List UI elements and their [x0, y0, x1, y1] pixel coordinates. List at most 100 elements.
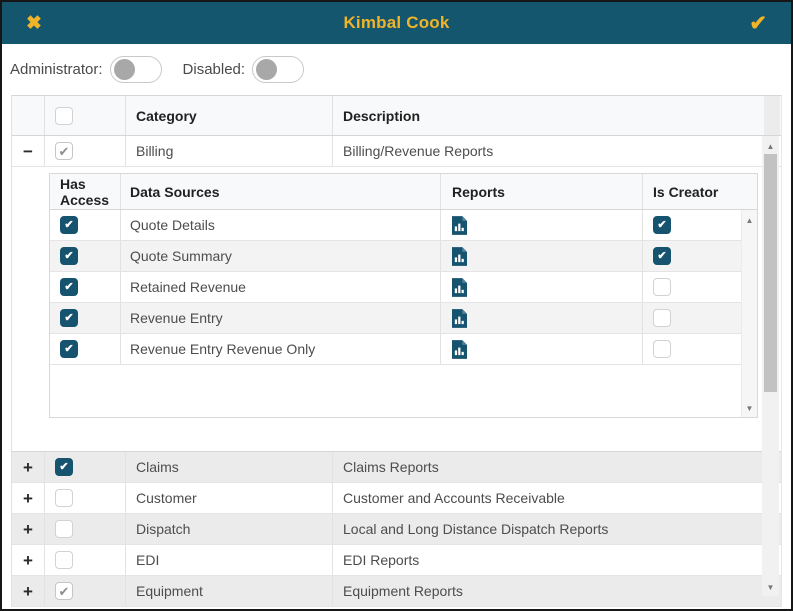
- is-creator-checkbox[interactable]: ✔: [653, 216, 671, 234]
- check-icon: ✔: [58, 143, 70, 159]
- scroll-down-button[interactable]: ▼: [742, 401, 757, 417]
- reports-column-header: Reports: [441, 174, 643, 209]
- detail-row: ✔ Retained Revenue ✔: [50, 272, 757, 303]
- expand-row-button[interactable]: +: [23, 581, 33, 601]
- check-icon: ✔: [657, 344, 666, 355]
- table-row-billing: − ✔ Billing Billing/Revenue Reports: [12, 136, 781, 167]
- administrator-toggle[interactable]: [109, 56, 162, 83]
- table-row-edi: + ✔ EDI EDI Reports: [12, 545, 781, 576]
- detail-row: ✔ Revenue Entry Revenue Only ✔: [50, 334, 757, 365]
- check-icon: ✔: [64, 311, 74, 324]
- report-icon[interactable]: [452, 277, 467, 297]
- expand-column-header: [12, 96, 45, 135]
- expand-row-button[interactable]: +: [23, 550, 33, 570]
- report-icon[interactable]: [452, 339, 467, 359]
- table-row-equipment: + ✔ Equipment Equipment Reports: [12, 576, 781, 607]
- check-icon: ✔: [59, 493, 68, 504]
- description-cell: Claims Reports: [343, 459, 439, 475]
- dialog-title: Kimbal Cook: [343, 13, 450, 32]
- detail-table: Has Access Data Sources Reports Is Creat…: [49, 173, 758, 418]
- data-source-cell: Retained Revenue: [121, 272, 441, 302]
- scrollbar-header-filler: [764, 96, 780, 135]
- close-button[interactable]: ✖: [2, 2, 62, 44]
- report-icon[interactable]: [452, 246, 467, 266]
- expand-row-button[interactable]: +: [23, 457, 33, 477]
- checkbox-column-header: ✔: [45, 96, 126, 135]
- is-creator-column-header: Is Creator: [653, 183, 719, 200]
- check-icon: ✔: [657, 282, 666, 293]
- check-icon: ✔: [657, 249, 667, 262]
- disabled-label: Disabled:: [182, 61, 246, 78]
- expand-row-button[interactable]: +: [23, 488, 33, 508]
- table-header-row: ✔ Category Description: [12, 96, 781, 136]
- check-icon: ✔: [59, 555, 68, 566]
- data-source-cell: Revenue Entry Revenue Only: [121, 334, 441, 364]
- scrollbar-thumb[interactable]: [764, 154, 777, 392]
- table-scrollbar[interactable]: ▲ ▼: [762, 136, 779, 596]
- user-flags-toolbar: Administrator: Disabled:: [2, 44, 791, 95]
- description-cell: Billing/Revenue Reports: [343, 143, 494, 159]
- has-access-checkbox[interactable]: ✔: [60, 340, 78, 358]
- row-checkbox[interactable]: ✔: [55, 489, 73, 507]
- category-cell: Customer: [126, 483, 333, 513]
- permissions-table: ✔ Category Description − ✔ Billing Billi…: [11, 95, 782, 607]
- check-icon: ✔: [59, 460, 69, 473]
- table-row-dispatch: + ✔ Dispatch Local and Long Distance Dis…: [12, 514, 781, 545]
- is-creator-checkbox[interactable]: ✔: [653, 309, 671, 327]
- category-cell: EDI: [126, 545, 333, 575]
- has-access-checkbox[interactable]: ✔: [60, 309, 78, 327]
- disabled-toggle[interactable]: [252, 56, 305, 83]
- check-icon: ✔: [64, 218, 74, 231]
- category-column-header: Category: [126, 96, 333, 135]
- detail-row: ✔ Quote Summary ✔: [50, 241, 757, 272]
- detail-header-row: Has Access Data Sources Reports Is Creat…: [50, 174, 757, 210]
- description-cell: Customer and Accounts Receivable: [343, 490, 565, 506]
- administrator-toggle-knob: [113, 59, 135, 80]
- expand-row-button[interactable]: +: [23, 519, 33, 539]
- select-all-checkbox[interactable]: ✔: [55, 106, 73, 125]
- data-source-cell: Quote Details: [121, 210, 441, 240]
- row-checkbox[interactable]: ✔: [55, 582, 73, 600]
- has-access-checkbox[interactable]: ✔: [60, 247, 78, 265]
- check-icon: ✔: [657, 218, 667, 231]
- has-access-checkbox[interactable]: ✔: [60, 278, 78, 296]
- detail-row: ✔ Revenue Entry ✔: [50, 303, 757, 334]
- row-checkbox[interactable]: ✔: [55, 520, 73, 538]
- administrator-label: Administrator:: [10, 61, 103, 78]
- scroll-up-button[interactable]: ▲: [742, 213, 757, 229]
- check-icon: ✔: [64, 342, 74, 355]
- table-row-customer: + ✔ Customer Customer and Accounts Recei…: [12, 483, 781, 514]
- check-icon: ✔: [59, 110, 68, 121]
- detail-scrollbar[interactable]: ▲ ▼: [741, 210, 757, 417]
- scroll-up-button[interactable]: ▲: [762, 139, 779, 155]
- check-icon: ✔: [657, 313, 666, 324]
- confirm-check-icon: ✔: [749, 11, 767, 35]
- has-access-column-header: Has Access: [50, 174, 121, 209]
- data-source-cell: Quote Summary: [121, 241, 441, 271]
- row-checkbox[interactable]: ✔: [55, 458, 73, 476]
- description-column-header: Description: [343, 107, 421, 124]
- report-icon[interactable]: [452, 308, 467, 328]
- has-access-checkbox[interactable]: ✔: [60, 216, 78, 234]
- disabled-toggle-knob: [256, 59, 278, 80]
- collapse-row-button[interactable]: −: [23, 141, 33, 161]
- dialog-titlebar: ✖ Kimbal Cook ✔: [2, 2, 791, 44]
- close-icon: ✖: [26, 12, 42, 34]
- check-icon: ✔: [59, 524, 68, 535]
- scroll-down-button[interactable]: ▼: [762, 580, 779, 596]
- row-checkbox[interactable]: ✔: [55, 142, 73, 160]
- is-creator-checkbox[interactable]: ✔: [653, 278, 671, 296]
- report-icon[interactable]: [452, 215, 467, 235]
- check-icon: ✔: [64, 280, 74, 293]
- category-cell: Billing: [126, 136, 333, 166]
- row-checkbox[interactable]: ✔: [55, 551, 73, 569]
- data-source-cell: Revenue Entry: [121, 303, 441, 333]
- confirm-button[interactable]: ✔: [731, 2, 791, 44]
- check-icon: ✔: [58, 583, 70, 599]
- description-cell: Local and Long Distance Dispatch Reports: [343, 521, 609, 537]
- description-cell: Equipment Reports: [343, 583, 463, 599]
- check-icon: ✔: [64, 249, 74, 262]
- is-creator-checkbox[interactable]: ✔: [653, 247, 671, 265]
- is-creator-checkbox[interactable]: ✔: [653, 340, 671, 358]
